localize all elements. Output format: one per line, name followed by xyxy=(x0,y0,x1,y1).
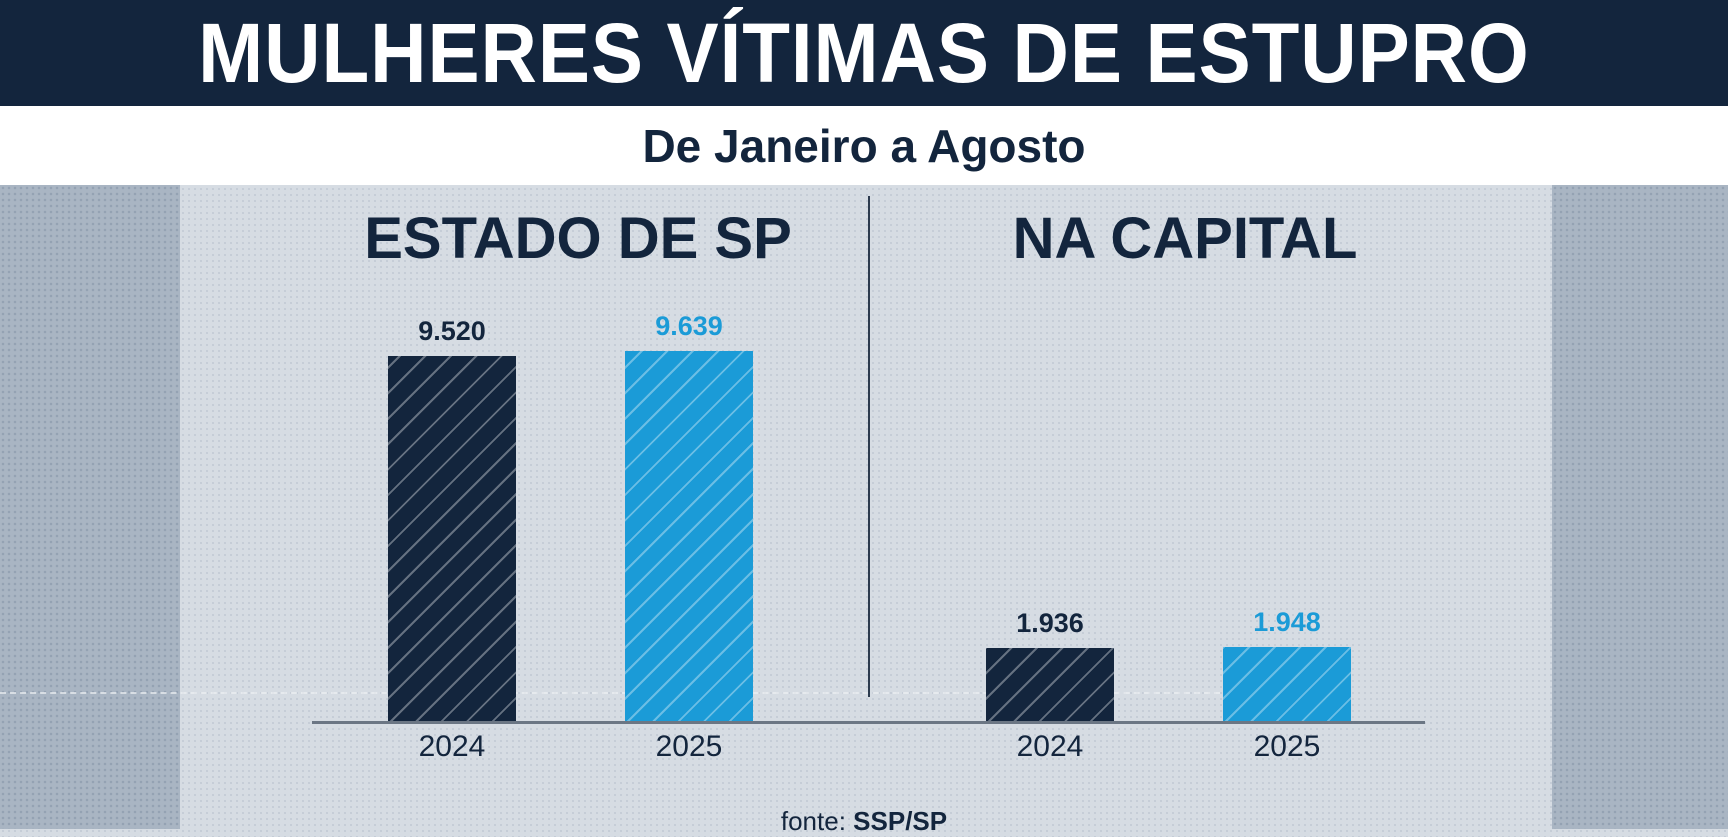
bar-state-2024 xyxy=(388,356,516,722)
source-name: SSP/SP xyxy=(853,806,948,836)
bar-capital-2025 xyxy=(1223,647,1351,722)
right-side-panel xyxy=(1552,185,1728,829)
x-tick-label: 2025 xyxy=(1253,730,1321,763)
x-tick-label: 2025 xyxy=(655,730,723,763)
panel-title-capital: NA CAPITAL xyxy=(1012,206,1358,271)
x-tick-label: 2024 xyxy=(418,730,486,763)
bar-state-2025 xyxy=(625,351,753,722)
title-bar: MULHERES VÍTIMAS DE ESTUPRO xyxy=(0,0,1728,106)
source-prefix: fonte: xyxy=(780,806,846,836)
value-label: 9.639 xyxy=(655,311,723,342)
decorative-dash-line xyxy=(0,692,1220,694)
value-label: 1.948 xyxy=(1253,607,1321,638)
chart-subtitle: De Janeiro a Agosto xyxy=(642,119,1086,172)
value-label: 9.520 xyxy=(418,316,486,346)
source-note: fonte: SSP/SP xyxy=(0,806,1728,837)
x-tick-label: 2024 xyxy=(1016,730,1084,763)
value-label: 1.936 xyxy=(1016,607,1084,638)
left-side-panel xyxy=(0,185,180,829)
chart-title: MULHERES VÍTIMAS DE ESTUPRO xyxy=(198,5,1530,100)
subtitle-bar: De Janeiro a Agosto xyxy=(0,106,1728,185)
bar-capital-2024 xyxy=(986,647,1114,722)
panel-divider xyxy=(868,196,870,697)
x-axis-baseline xyxy=(312,721,1425,724)
panel-title-state: ESTADO DE SP xyxy=(364,206,792,271)
